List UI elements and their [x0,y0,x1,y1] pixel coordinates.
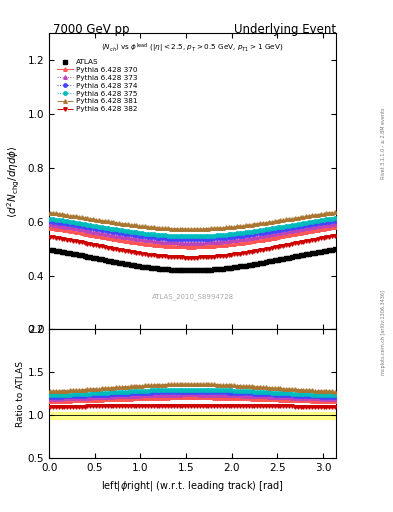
Pythia 6.428 375 [321,217,326,223]
Pythia 6.428 374 [321,219,326,225]
Pythia 6.428 374 [114,229,119,236]
Pythia 6.428 373 [197,240,202,246]
Pythia 6.428 375 [312,218,317,224]
Text: ATLAS_2010_S8994728: ATLAS_2010_S8994728 [152,293,233,300]
Text: Underlying Event: Underlying Event [234,23,336,36]
Pythia 6.428 375 [103,225,107,231]
Pythia 6.428 375 [114,226,119,232]
Pythia 6.428 373 [103,230,107,237]
Pythia 6.428 370 [220,242,225,248]
Line: ATLAS: ATLAS [48,247,337,272]
Pythia 6.428 374 [197,236,202,242]
Text: mcplots.cern.ch [arXiv:1306.3436]: mcplots.cern.ch [arXiv:1306.3436] [381,290,386,375]
ATLAS [220,265,225,271]
Bar [49,412,336,419]
ATLAS [321,248,326,254]
Pythia 6.428 370 [103,234,107,240]
Pythia 6.428 382 [103,244,107,250]
Pythia 6.428 382 [189,254,193,261]
Pythia 6.428 373 [114,232,119,239]
Pythia 6.428 370 [114,236,119,242]
Pythia 6.428 381 [114,220,119,226]
Pythia 6.428 370 [48,225,52,231]
Pythia 6.428 382 [321,235,326,241]
Pythia 6.428 375 [197,233,202,239]
Pythia 6.428 370 [197,243,202,249]
ATLAS [333,246,338,252]
Pythia 6.428 382 [48,233,52,240]
Pythia 6.428 375 [48,216,52,222]
Pythia 6.428 382 [333,233,338,239]
Text: Rivet 3.1.1.0 - ≥ 2.8M events: Rivet 3.1.1.0 - ≥ 2.8M events [381,108,386,179]
Y-axis label: Ratio to ATLAS: Ratio to ATLAS [16,361,25,427]
Line: Pythia 6.428 381: Pythia 6.428 381 [48,210,337,231]
Pythia 6.428 374 [103,227,107,233]
X-axis label: left$|\phi$right$|$ (w.r.t. leading track) [rad]: left$|\phi$right$|$ (w.r.t. leading trac… [101,479,284,493]
Text: 7000 GeV pp: 7000 GeV pp [53,23,130,36]
ATLAS [48,247,52,253]
ATLAS [114,259,119,265]
Pythia 6.428 382 [220,253,225,259]
Pythia 6.428 373 [321,222,326,228]
Y-axis label: $\langle d^{2}N_{\rm chg}/d\eta d\phi\rangle$: $\langle d^{2}N_{\rm chg}/d\eta d\phi\ra… [6,145,22,218]
Pythia 6.428 374 [48,218,52,224]
Pythia 6.428 370 [189,244,193,250]
Pythia 6.428 381 [333,209,338,215]
Pythia 6.428 373 [312,224,317,230]
Pythia 6.428 381 [48,209,52,216]
Pythia 6.428 382 [114,246,119,252]
Pythia 6.428 370 [321,226,326,232]
Pythia 6.428 370 [333,224,338,230]
Pythia 6.428 374 [312,221,317,227]
Legend: ATLAS, Pythia 6.428 370, Pythia 6.428 373, Pythia 6.428 374, Pythia 6.428 375, P: ATLAS, Pythia 6.428 370, Pythia 6.428 37… [55,58,139,114]
Pythia 6.428 373 [220,238,225,244]
Pythia 6.428 373 [333,221,338,227]
Pythia 6.428 381 [103,218,107,224]
Pythia 6.428 370 [312,227,317,233]
ATLAS [189,267,193,273]
Pythia 6.428 382 [197,254,202,261]
Pythia 6.428 381 [189,226,193,232]
Line: Pythia 6.428 373: Pythia 6.428 373 [48,222,337,245]
ATLAS [312,249,317,255]
Pythia 6.428 381 [220,225,225,231]
Pythia 6.428 373 [189,240,193,246]
Line: Pythia 6.428 382: Pythia 6.428 382 [48,234,337,259]
Pythia 6.428 375 [220,232,225,238]
Pythia 6.428 375 [189,233,193,240]
Pythia 6.428 374 [333,218,338,224]
Line: Pythia 6.428 375: Pythia 6.428 375 [48,217,337,238]
Text: $\langle N_{ch}\rangle$ vs $\phi^{\rm lead}$ ($|\eta|<2.5$, $p_T>0.5$ GeV, $p_{T: $\langle N_{ch}\rangle$ vs $\phi^{\rm le… [101,42,284,55]
Pythia 6.428 374 [189,236,193,242]
Pythia 6.428 375 [333,215,338,221]
Pythia 6.428 381 [312,212,317,218]
Pythia 6.428 374 [220,234,225,241]
Pythia 6.428 381 [321,211,326,217]
Pythia 6.428 373 [48,221,52,227]
ATLAS [197,267,202,273]
Pythia 6.428 382 [312,237,317,243]
Line: Pythia 6.428 374: Pythia 6.428 374 [48,219,337,241]
Line: Pythia 6.428 370: Pythia 6.428 370 [48,225,337,248]
Pythia 6.428 381 [197,226,202,232]
ATLAS [103,257,107,263]
